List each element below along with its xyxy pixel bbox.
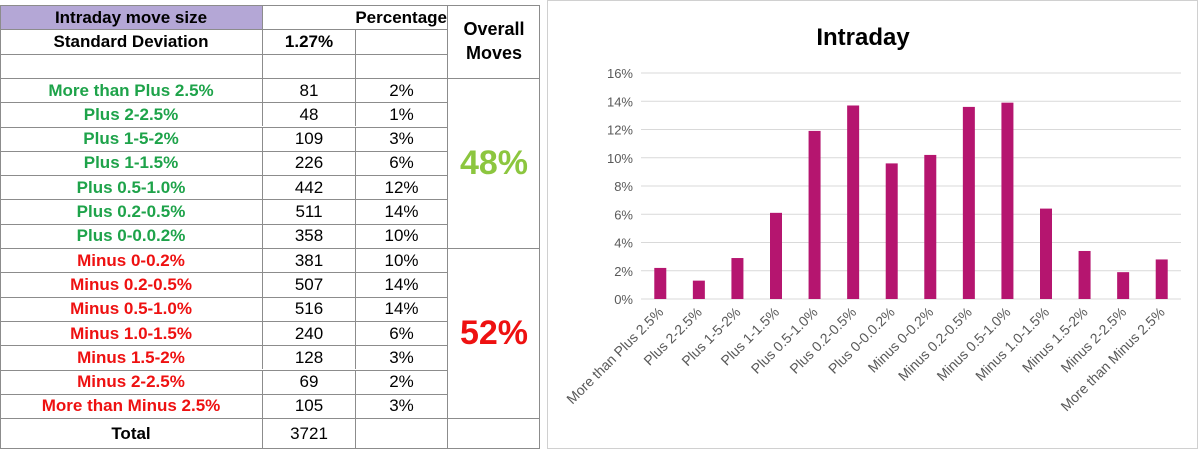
row-label: Plus 0.2-0.5% — [0, 199, 262, 223]
row-count: 240 — [262, 320, 355, 346]
row-label: Minus 0-0.2% — [0, 248, 262, 272]
row-label: Plus 0.5-1.0% — [0, 175, 262, 199]
y-tick-label: 4% — [614, 236, 633, 251]
row-count: 81 — [262, 77, 355, 103]
y-tick-label: 0% — [614, 292, 633, 307]
std-dev-label: Standard Deviation — [0, 29, 262, 53]
row-count: 507 — [262, 272, 355, 297]
y-tick-label: 14% — [607, 94, 633, 109]
header-overall-moves: Overall Moves — [447, 5, 540, 78]
bar — [1117, 272, 1130, 299]
overall-moves-word: Overall — [463, 19, 525, 40]
bar — [847, 105, 860, 299]
overall-plus: 48% — [447, 77, 540, 248]
row-label: Plus 1-1.5% — [0, 150, 262, 175]
bar — [962, 106, 975, 300]
row-label: Minus 1.0-1.5% — [0, 320, 262, 345]
row-percentage: 10% — [355, 223, 447, 248]
bar — [1040, 208, 1052, 299]
row-count: 442 — [262, 175, 355, 200]
std-dev-value: 1.27% — [262, 29, 355, 54]
y-tick-label: 12% — [607, 123, 633, 138]
row-count: 69 — [262, 369, 355, 394]
row-percentage: 1% — [355, 102, 447, 127]
bar — [1155, 259, 1168, 299]
row-percentage: 2% — [355, 77, 447, 103]
std-dev-empty — [355, 29, 447, 54]
bar — [885, 163, 898, 299]
bar — [731, 258, 744, 299]
total-empty — [355, 418, 447, 449]
row-percentage: 6% — [355, 320, 447, 346]
header-move-size: Intraday move size — [0, 5, 262, 30]
blank-cell — [262, 53, 355, 78]
row-percentage: 14% — [355, 199, 447, 224]
row-percentage: 6% — [355, 150, 447, 176]
chart-title: Intraday — [816, 24, 910, 51]
y-tick-label: 8% — [614, 179, 633, 194]
row-label: Minus 2-2.5% — [0, 369, 262, 394]
row-label: More than Minus 2.5% — [0, 393, 262, 418]
row-count: 358 — [262, 223, 355, 248]
y-tick-label: 16% — [607, 66, 633, 81]
bar — [1001, 102, 1014, 299]
row-count: 109 — [262, 126, 355, 151]
total-value: 3721 — [262, 418, 355, 449]
header-percentage: Percentage — [262, 5, 447, 30]
row-count: 128 — [262, 345, 355, 370]
total-empty — [447, 418, 540, 449]
bar — [1078, 250, 1091, 299]
row-label: Plus 2-2.5% — [0, 102, 262, 126]
row-percentage: 14% — [355, 296, 447, 321]
bar — [770, 212, 782, 299]
row-percentage: 3% — [355, 393, 447, 419]
blank-cell — [355, 53, 447, 78]
row-percentage: 3% — [355, 345, 447, 370]
row-count: 105 — [262, 393, 355, 419]
row-count: 511 — [262, 199, 355, 224]
blank-cell — [0, 53, 262, 78]
overall-minus: 52% — [447, 248, 540, 419]
row-count: 381 — [262, 248, 355, 273]
row-percentage: 10% — [355, 248, 447, 273]
move-size-table: Intraday move size Percentage Overall Moves… — [0, 0, 540, 449]
row-percentage: 12% — [355, 175, 447, 200]
row-label: Minus 0.5-1.0% — [0, 296, 262, 321]
row-percentage: 2% — [355, 369, 447, 394]
bar — [924, 154, 937, 299]
y-tick-label: 2% — [614, 264, 633, 279]
total-label: Total — [0, 418, 262, 449]
bar — [654, 267, 667, 299]
row-percentage: 14% — [355, 272, 447, 297]
row-label: More than Plus 2.5% — [0, 77, 262, 102]
row-label: Plus 0-0.0.2% — [0, 223, 262, 248]
intraday-chart: Intraday 0% 2% 4% 6% 8% 10% 12% 14% 16% More than … — [547, 0, 1198, 449]
row-label: Minus 1.5-2% — [0, 345, 262, 369]
y-tick-label: 6% — [614, 207, 633, 222]
row-count: 226 — [262, 150, 355, 176]
y-tick-label: 10% — [607, 151, 633, 166]
row-count: 48 — [262, 102, 355, 127]
row-count: 516 — [262, 296, 355, 321]
bar — [808, 130, 821, 299]
row-percentage: 3% — [355, 126, 447, 151]
row-label: Plus 1-5-2% — [0, 126, 262, 151]
overall-moves-word: Moves — [465, 43, 523, 64]
row-label: Minus 0.2-0.5% — [0, 272, 262, 296]
bar — [692, 280, 705, 299]
